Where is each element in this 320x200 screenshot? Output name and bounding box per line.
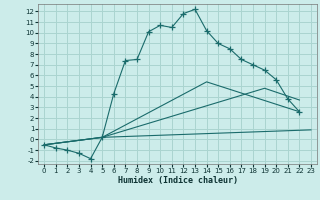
X-axis label: Humidex (Indice chaleur): Humidex (Indice chaleur) xyxy=(118,176,238,185)
